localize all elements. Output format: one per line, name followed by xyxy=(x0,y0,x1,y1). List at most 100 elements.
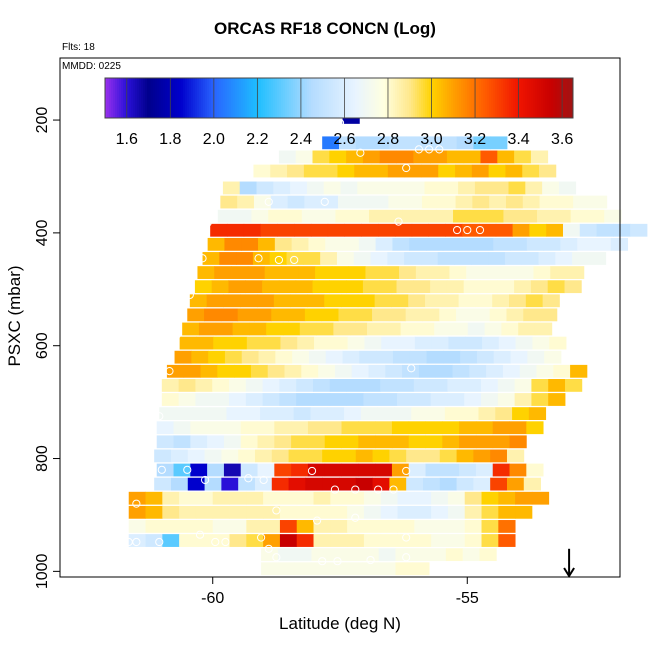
colorbar-segment xyxy=(117,78,120,118)
heatmap-cell xyxy=(207,435,225,449)
flight-marker xyxy=(475,225,485,235)
flight-marker xyxy=(330,485,340,494)
heatmap-cell xyxy=(392,350,411,364)
heatmap-cell xyxy=(240,294,258,308)
heatmap-cell xyxy=(573,195,591,209)
heatmap-cell xyxy=(327,407,345,421)
colorbar-segment xyxy=(135,78,138,118)
colorbar-segment xyxy=(361,78,364,118)
heatmap-cell xyxy=(162,491,180,505)
colorbar-segment xyxy=(283,78,286,118)
colorbar-segment xyxy=(123,78,126,118)
heatmap-cell xyxy=(414,534,432,547)
heatmap-cell xyxy=(221,449,239,463)
heatmap-cell xyxy=(312,280,330,294)
heatmap-cell xyxy=(493,350,511,364)
colorbar-segment xyxy=(127,78,130,118)
heatmap-cell xyxy=(291,463,309,477)
flight-marker xyxy=(244,474,253,483)
heatmap-cell xyxy=(534,322,553,336)
heatmap-cell xyxy=(237,195,255,209)
heatmap-cell xyxy=(276,407,295,421)
heatmap-cell xyxy=(342,237,360,251)
heatmap-cell xyxy=(467,322,485,336)
heatmap-cell xyxy=(587,209,605,223)
heatmap-cell xyxy=(257,435,275,449)
heatmap-cell xyxy=(178,378,196,392)
heatmap-cell xyxy=(229,505,247,519)
heatmap-cell xyxy=(270,195,288,209)
heatmap-cell xyxy=(355,136,373,150)
heatmap-cell xyxy=(204,308,222,322)
colorbar-segment xyxy=(173,78,176,118)
heatmap-cell xyxy=(245,378,264,392)
colorbar-segment xyxy=(419,78,422,118)
heatmap-cell xyxy=(229,534,247,547)
heatmap-cell xyxy=(291,435,309,449)
colorbar-segment xyxy=(227,78,230,118)
flight-marker xyxy=(320,197,329,206)
heatmap-cell xyxy=(425,435,443,449)
heatmap-cell xyxy=(212,491,230,505)
heatmap-cell xyxy=(452,364,470,378)
colorbar-segment xyxy=(265,78,268,118)
heatmap-cell xyxy=(413,393,432,406)
heatmap-cell xyxy=(202,252,220,265)
heatmap-cell xyxy=(329,378,348,392)
flight-marker xyxy=(424,145,434,154)
colorbar-segment xyxy=(345,78,348,118)
flight-markers xyxy=(116,118,575,578)
colorbar-segment xyxy=(323,78,326,118)
heatmap-cell xyxy=(564,280,582,294)
heatmap-cell xyxy=(346,393,364,406)
heatmap-cell xyxy=(442,435,460,449)
heatmap-cell xyxy=(544,350,562,364)
heatmap-cell xyxy=(245,280,263,294)
heatmap-cell xyxy=(474,181,493,195)
heatmap-cell xyxy=(486,364,504,378)
colorbar-segment xyxy=(275,78,278,118)
heatmap-cell xyxy=(553,209,572,223)
heatmap-cell xyxy=(281,266,299,279)
heatmap-cell xyxy=(509,421,527,435)
flight-marker xyxy=(394,217,403,226)
colorbar-segment xyxy=(433,78,436,118)
heatmap-cell xyxy=(503,209,521,223)
heatmap-cell xyxy=(371,164,389,178)
flight-marker xyxy=(402,163,411,173)
heatmap-cell xyxy=(344,407,362,421)
heatmap-cell xyxy=(246,505,264,519)
heatmap-cell xyxy=(462,548,480,562)
heatmap-cell xyxy=(232,322,250,336)
heatmap-cell xyxy=(391,294,409,308)
heatmap-cell xyxy=(325,237,343,251)
heatmap-cell xyxy=(217,364,235,378)
heatmap-cell xyxy=(389,477,407,491)
heatmap-cell xyxy=(179,505,197,519)
heatmap-cell xyxy=(414,491,432,505)
colorbar-segment xyxy=(539,78,542,118)
heatmap-cell xyxy=(207,421,225,435)
colorbar-segment xyxy=(399,78,402,118)
heatmap-cell xyxy=(497,393,516,406)
heatmap-cell xyxy=(279,378,297,392)
heatmap-cell xyxy=(528,407,547,421)
heatmap-cell xyxy=(375,463,393,477)
heatmap-cell xyxy=(473,449,491,463)
heatmap-cell xyxy=(240,463,258,477)
heatmap-cell xyxy=(154,477,172,491)
heatmap-cell xyxy=(492,421,510,435)
heatmap-cell xyxy=(128,505,146,519)
heatmap-cell xyxy=(521,252,539,265)
heatmap-cell xyxy=(346,150,364,164)
heatmap-cell xyxy=(374,181,392,195)
colorbar-segment xyxy=(467,78,470,118)
heatmap-cell xyxy=(258,350,276,364)
heatmap-cell xyxy=(318,209,336,223)
heatmap-cell xyxy=(398,336,416,350)
heatmap-cell xyxy=(128,520,146,533)
colorbar-segment xyxy=(479,78,482,118)
heatmap-cell xyxy=(411,223,429,237)
heatmap-cell xyxy=(294,223,312,237)
heatmap-cell xyxy=(178,393,196,406)
